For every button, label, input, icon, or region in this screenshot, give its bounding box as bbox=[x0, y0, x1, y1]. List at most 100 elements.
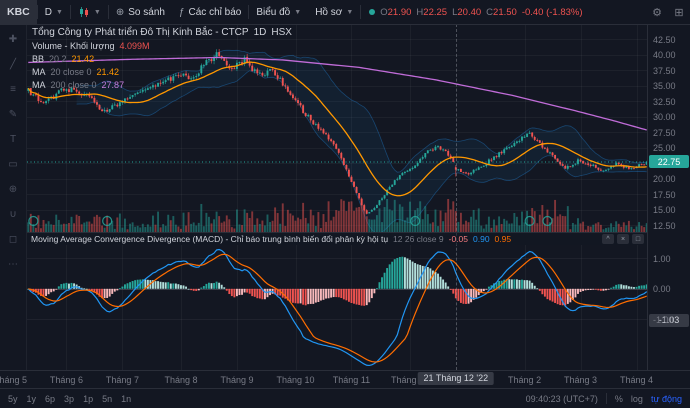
interval-button[interactable]: D ▼ bbox=[38, 0, 70, 24]
bb-value: 21.42 bbox=[71, 54, 95, 64]
ma200-value: 27.87 bbox=[101, 80, 125, 90]
fib-tool-icon[interactable]: ≡ bbox=[10, 83, 16, 95]
ma200-legend-row[interactable]: MA 200 close 0 27.87 bbox=[32, 79, 292, 91]
low-value: 20.40 bbox=[457, 6, 482, 18]
change-value: -0.40 (-1.83%) bbox=[521, 6, 583, 18]
range-button-1p[interactable]: 1p bbox=[83, 393, 94, 404]
magnet-tool-icon[interactable]: ∪ bbox=[9, 208, 17, 220]
chevron-down-icon: ▼ bbox=[294, 8, 302, 16]
macd-tick-label: -1.00 bbox=[653, 314, 674, 325]
crosshair-vertical-line bbox=[456, 24, 457, 370]
brush-tool-icon[interactable]: ✎ bbox=[8, 108, 18, 120]
drawing-toolbar: ✚ ╱ ≡ ✎ T ▭ ⊕ ∪ ◻ ⋯ bbox=[0, 24, 27, 370]
price-tick-label: 42.50 bbox=[653, 34, 676, 45]
chart-style-button[interactable]: ▼ bbox=[71, 0, 108, 24]
macd-tick-label: 1.00 bbox=[653, 253, 671, 264]
bb-legend-row[interactable]: BB 20 2 21.42 bbox=[32, 53, 292, 65]
macd-value-badge: -1.03 bbox=[649, 313, 689, 327]
chart-area[interactable]: Tổng Công ty Phát triển Đô Thị Kinh Bắc … bbox=[27, 24, 648, 370]
chevron-down-icon: ▼ bbox=[346, 8, 354, 16]
volume-label: Volume - Khối lượng bbox=[32, 41, 115, 51]
bottom-toolbar: 5y 1y 6p 3p 1p 5n 1n 09:40:23 (UTC+7) % log tự… bbox=[0, 388, 690, 408]
range-button-1n[interactable]: 1n bbox=[121, 393, 132, 404]
price-pane-canvas[interactable] bbox=[27, 24, 648, 232]
month-tick-label: Tháng 7 bbox=[105, 375, 139, 385]
toolbar-divider bbox=[107, 5, 109, 19]
macd-pane-canvas[interactable] bbox=[27, 245, 648, 370]
clock[interactable]: 09:40:23 (UTC+7) bbox=[525, 393, 598, 404]
text-tool-icon[interactable]: T bbox=[9, 133, 17, 145]
price-tick-label: 37.50 bbox=[653, 65, 676, 76]
range-button-5y[interactable]: 5y bbox=[8, 393, 18, 404]
maximize-pane-icon[interactable]: □ bbox=[632, 234, 644, 244]
symbol-button[interactable]: KBC bbox=[0, 0, 37, 24]
legend-exchange: HSX bbox=[271, 27, 292, 38]
chevron-down-icon: ▼ bbox=[93, 8, 101, 16]
toolbar-divider bbox=[248, 5, 250, 19]
compare-button[interactable]: ⊕ So sánh bbox=[109, 0, 172, 24]
fullscreen-icon[interactable]: ⊞ bbox=[674, 6, 684, 19]
ma20-params: 20 close 0 bbox=[50, 67, 92, 77]
macd-params: 12 26 close 9 bbox=[393, 234, 444, 244]
percent-scale-button[interactable]: % bbox=[614, 393, 623, 404]
range-button-1y[interactable]: 1y bbox=[26, 393, 37, 404]
bottom-right-controls: 09:40:23 (UTC+7) % log tự động bbox=[526, 393, 682, 404]
crosshair-date-badge: 21 Tháng 12 '22 bbox=[417, 372, 495, 385]
shapes-tool-icon[interactable]: ▭ bbox=[8, 158, 18, 170]
trendline-tool-icon[interactable]: ╱ bbox=[9, 58, 17, 70]
time-axis[interactable]: 21 Tháng 12 '22 Tháng 5 Tháng 6 Tháng 7 Thá… bbox=[0, 370, 690, 389]
toolbar-right-actions: ⚙ ⊞ bbox=[646, 0, 690, 24]
price-tick-label: 12.50 bbox=[653, 220, 676, 231]
log-scale-button[interactable]: log bbox=[630, 393, 643, 404]
indicators-label: Các chỉ báo bbox=[188, 6, 242, 18]
month-tick-label: Tháng 6 bbox=[49, 375, 83, 385]
top-toolbar: KBC D ▼ ▼ ⊕ So sánh ƒ Các chỉ báo Biểu đ… bbox=[0, 0, 690, 25]
macd-pane-header: Moving Average Convergence Divergence (M… bbox=[27, 232, 648, 245]
price-tick-label: 30.00 bbox=[653, 112, 676, 123]
lock-tool-icon[interactable]: ◻ bbox=[8, 233, 18, 245]
ma20-legend-row[interactable]: MA 20 close 0 21.42 bbox=[32, 66, 292, 78]
ma20-value: 21.42 bbox=[96, 67, 120, 77]
symbol-legend-row[interactable]: Tổng Công ty Phát triển Đô Thị Kinh Bắc … bbox=[32, 27, 292, 39]
chevron-down-icon: ▼ bbox=[55, 8, 63, 16]
compare-label: So sánh bbox=[128, 6, 165, 18]
indicators-button[interactable]: ƒ Các chỉ báo bbox=[172, 0, 248, 24]
interval-label: D bbox=[44, 6, 52, 18]
bb-params: 20 2 bbox=[49, 54, 67, 64]
price-tick-label: 35.00 bbox=[653, 81, 676, 92]
profile-menu[interactable]: Hồ sơ ▼ bbox=[308, 0, 360, 24]
toolbar-divider bbox=[36, 5, 38, 19]
measure-tool-icon[interactable]: ⊕ bbox=[8, 183, 18, 195]
collapse-pane-icon[interactable]: ^ bbox=[602, 234, 614, 244]
macd-pane-buttons: ^ × □ bbox=[602, 234, 644, 244]
chart-layout-menu[interactable]: Biểu đồ ▼ bbox=[249, 0, 308, 24]
last-price-badge: 22.75 bbox=[649, 155, 689, 169]
settings-gear-icon[interactable]: ⚙ bbox=[652, 6, 662, 19]
month-tick-label: Tháng 12 bbox=[391, 375, 430, 385]
bottom-divider bbox=[605, 393, 607, 404]
chart-layout-label: Biểu đồ bbox=[256, 6, 291, 18]
close-pane-icon[interactable]: × bbox=[617, 234, 629, 244]
high-label: H bbox=[416, 6, 424, 18]
range-button-5n[interactable]: 5n bbox=[102, 393, 113, 404]
chart-legend: Tổng Công ty Phát triển Đô Thị Kinh Bắc … bbox=[32, 27, 292, 92]
auto-scale-button[interactable]: tự động bbox=[650, 393, 682, 404]
month-tick-label: Tháng 4 bbox=[620, 375, 654, 385]
bb-label: BB bbox=[32, 54, 45, 64]
toolbar-divider bbox=[360, 5, 362, 19]
range-button-3p[interactable]: 3p bbox=[64, 393, 75, 404]
range-button-6p[interactable]: 6p bbox=[45, 393, 56, 404]
price-axis[interactable]: 22.75 -1.03 42.50 40.00 37.50 35.00 32.50 30.… bbox=[647, 24, 690, 370]
more-tools-icon[interactable]: ⋯ bbox=[8, 258, 18, 270]
function-icon: ƒ bbox=[178, 6, 185, 18]
month-tick-label: Tháng 11 bbox=[332, 375, 371, 385]
low-label: L bbox=[452, 6, 458, 18]
compare-plus-icon: ⊕ bbox=[115, 6, 125, 18]
volume-legend-row[interactable]: Volume - Khối lượng 4.099M bbox=[32, 40, 292, 52]
cursor-tool-icon[interactable]: ✚ bbox=[8, 33, 18, 45]
ma20-label: MA bbox=[32, 67, 46, 77]
macd-line-value: 0.90 bbox=[473, 234, 490, 244]
month-tick-label: Tháng 5 bbox=[0, 375, 27, 385]
close-label: C bbox=[486, 6, 494, 18]
